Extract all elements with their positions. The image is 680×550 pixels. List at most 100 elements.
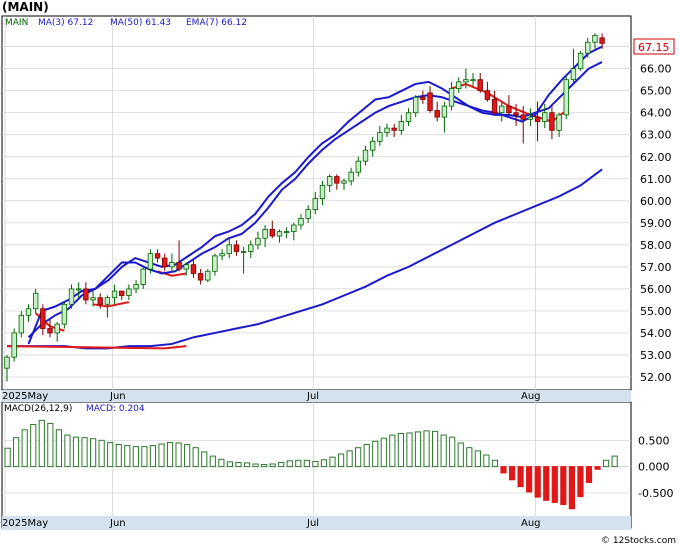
macd-legend-params: MACD(26,12,9) xyxy=(4,404,72,414)
macd-bar xyxy=(449,436,456,468)
macd-bar xyxy=(115,444,122,468)
candle-body xyxy=(369,140,376,151)
price-x-labels: 2025May Jun Jul Aug xyxy=(2,391,541,402)
candle-body xyxy=(140,268,146,285)
candle-body xyxy=(391,127,397,131)
candle-down xyxy=(506,95,512,115)
candle-body xyxy=(456,81,462,89)
macd-bar xyxy=(158,443,165,468)
candle-body xyxy=(405,112,412,122)
macd-bar xyxy=(107,441,114,468)
macd-bar xyxy=(72,436,80,468)
candle-body xyxy=(305,209,311,219)
price-tag-value: 67.15 xyxy=(638,41,670,54)
candle-up xyxy=(556,112,562,137)
price-y-tick-label: 60.00 xyxy=(640,195,672,208)
candle-body xyxy=(434,110,440,118)
macd-x-label: Jul xyxy=(306,518,319,529)
candle-body xyxy=(341,180,347,184)
candle-body xyxy=(18,314,25,334)
candle-body xyxy=(491,99,498,114)
candle-up xyxy=(183,262,189,276)
macd-bar xyxy=(346,450,353,468)
macd-bar xyxy=(603,459,610,468)
macd-bar xyxy=(355,447,362,468)
candle-body xyxy=(527,116,534,120)
candle-up xyxy=(205,269,211,283)
legend-ma3: MA(3) 67.12 xyxy=(38,18,93,28)
price-y-tick-label: 57.00 xyxy=(640,261,672,274)
candle-body xyxy=(25,308,32,316)
candle-body xyxy=(233,244,240,252)
candle-up xyxy=(527,108,534,126)
price-y-tick-label: 56.00 xyxy=(640,283,672,296)
macd-bar xyxy=(166,441,174,468)
candle-body xyxy=(97,297,103,305)
footer-credit: © 12Stocks.com xyxy=(601,536,676,546)
price-xaxis-band xyxy=(2,390,631,402)
macd-bar xyxy=(363,444,370,468)
macd-bar xyxy=(414,431,422,468)
candle-body xyxy=(577,52,584,70)
candle-up xyxy=(61,302,68,329)
candle-body xyxy=(126,288,132,296)
candle-body xyxy=(334,176,340,184)
price-y-tick-label: 63.00 xyxy=(640,129,672,142)
candle-up xyxy=(384,123,390,137)
candle-body xyxy=(162,257,168,268)
candle-up xyxy=(341,178,347,190)
macd-bar xyxy=(21,429,28,468)
macd-bar xyxy=(440,434,447,468)
price-y-tick-labels: 52.00 53.00 54.00 55.00 56.00 57.00 58.00 59.00… xyxy=(640,41,672,384)
candle-body xyxy=(506,105,512,114)
macd-bar xyxy=(329,456,336,468)
candle-up xyxy=(18,310,25,338)
macd-bar xyxy=(432,430,439,468)
macd-legend-value: MACD: 0.204 xyxy=(86,404,145,414)
candle-body xyxy=(326,176,333,186)
macd-bar xyxy=(132,446,139,468)
candle-body xyxy=(384,127,390,133)
macd-y-tick-label: 0.000 xyxy=(638,461,670,474)
candle-body xyxy=(32,292,39,310)
candle-up xyxy=(169,253,175,272)
candle-body xyxy=(11,332,17,358)
candle-body xyxy=(47,328,53,334)
legend-ema7: EMA(7) 66.12 xyxy=(186,18,247,28)
candle-body xyxy=(133,284,139,290)
candle-up xyxy=(219,249,225,261)
candle-up xyxy=(570,48,577,85)
candle-up xyxy=(592,33,598,49)
candle-body xyxy=(147,253,154,270)
candle-body xyxy=(398,121,405,131)
candle-up xyxy=(412,95,419,118)
candle-up xyxy=(4,354,10,382)
macd-bar xyxy=(551,466,558,503)
candle-up xyxy=(398,114,405,135)
macd-bar xyxy=(141,446,148,468)
candle-up xyxy=(298,214,304,230)
candle-body xyxy=(169,262,175,268)
macd-bar xyxy=(337,453,345,468)
candle-down xyxy=(40,304,46,336)
macd-bar xyxy=(90,438,97,468)
price-y-tick-label: 62.00 xyxy=(640,151,672,164)
macd-bar xyxy=(149,445,157,468)
candle-down xyxy=(549,106,555,140)
candle-up xyxy=(240,247,247,274)
candle-up xyxy=(276,229,283,243)
candle-body xyxy=(592,35,598,43)
candle-up xyxy=(76,282,82,298)
macd-bar xyxy=(201,451,208,468)
candle-up xyxy=(262,225,268,248)
candle-up xyxy=(11,328,17,362)
candle-up xyxy=(470,73,476,87)
chart-title: (MAIN) xyxy=(2,0,49,14)
macd-bar xyxy=(320,459,328,468)
candle-up xyxy=(32,288,39,314)
candle-body xyxy=(585,41,591,54)
price-x-label: Jul xyxy=(306,391,319,402)
candle-body xyxy=(513,112,519,116)
candle-body xyxy=(427,92,433,111)
candle-up xyxy=(248,240,254,259)
